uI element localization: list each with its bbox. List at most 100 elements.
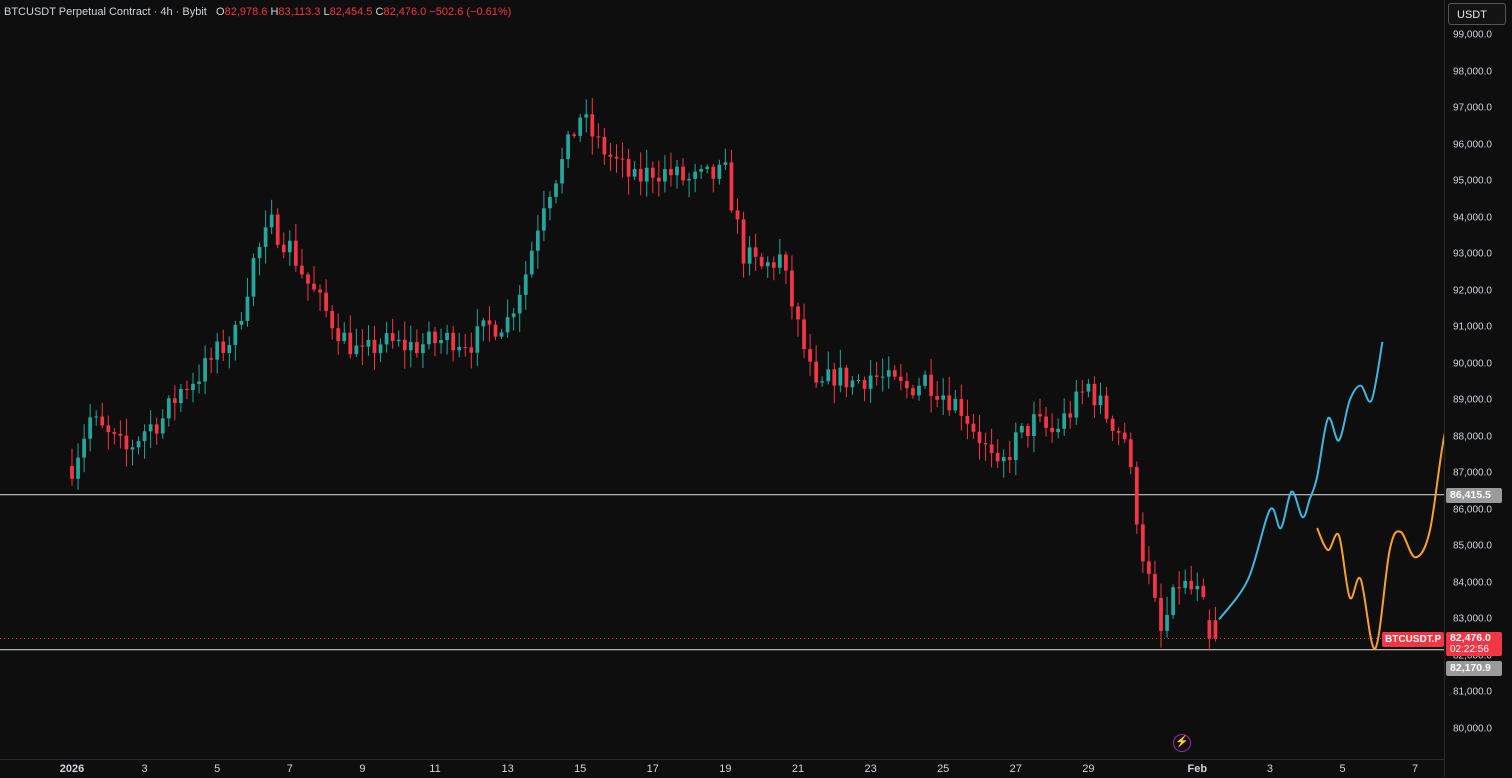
price-tick-label: 91,000.0 [1453, 321, 1492, 333]
bullish-candle [1074, 391, 1079, 418]
time-axis[interactable]: 2026 3 5 7 9 11 13 15 17 19 21 23 25 27 29 Feb 3 5 7 [0, 759, 1444, 778]
bearish-candle [590, 114, 595, 137]
bearish-candle [330, 310, 335, 329]
price-tick-label: 96,000.0 [1453, 139, 1492, 151]
bearish-candle [1213, 620, 1218, 639]
bearish-candle [360, 345, 365, 347]
bullish-candle [1195, 585, 1200, 590]
legend-exchange: Bybit [182, 6, 207, 18]
bearish-candle [898, 376, 903, 382]
bearish-candle [1153, 573, 1157, 598]
bearish-candle [324, 292, 328, 311]
bearish-candle [1104, 395, 1109, 419]
bullish-candle [663, 169, 667, 182]
legend-high-label: H [270, 6, 279, 18]
bearish-candle [1007, 456, 1012, 461]
bullish-candle [227, 344, 232, 354]
legend-close: 82,476.0 [383, 6, 427, 18]
bullish-candle [1001, 456, 1006, 462]
bearish-candle [989, 444, 994, 453]
bearish-candle [1110, 418, 1115, 432]
last-price-value: 82,476.0 [1450, 632, 1491, 644]
bearish-candle [602, 136, 607, 155]
upper-level-price-tag: 86,415.5 [1446, 488, 1502, 503]
bullish-candle [136, 441, 141, 448]
bullish-candle [481, 320, 486, 327]
bullish-candle [233, 324, 238, 345]
bearish-candle [596, 136, 601, 138]
blue-projection-path [1218, 341, 1384, 621]
bullish-candle [699, 169, 704, 172]
bearish-candle [185, 388, 189, 390]
price-tick-label: 99,000.0 [1453, 29, 1492, 41]
bullish-candle [191, 383, 195, 390]
bearish-candle [100, 416, 105, 426]
price-tick-label: 81,000.0 [1453, 686, 1492, 698]
time-tick-label: 9 [359, 763, 366, 775]
price-tick-label: 94,000.0 [1453, 212, 1492, 224]
bullish-candle [1086, 383, 1091, 392]
currency-button[interactable]: USDT [1448, 3, 1506, 25]
last-price-tag: 82,476.0 02:22:56 [1446, 632, 1502, 656]
bearish-candle [348, 332, 353, 355]
price-tick-label: 85,000.0 [1453, 540, 1492, 552]
bearish-candle [759, 256, 764, 267]
bullish-candle [554, 183, 558, 197]
time-tick-label: 19 [719, 763, 732, 775]
legend-interval[interactable]: 4h [160, 6, 173, 18]
time-tick-label: 21 [791, 763, 805, 775]
bearish-candle [1050, 427, 1054, 433]
lightning-icon[interactable]: ⚡ [1173, 734, 1191, 752]
last-price-symbol-tag: BTCUSDT.P [1382, 632, 1445, 647]
price-tick-label: 80,000.0 [1453, 723, 1492, 735]
bearish-candle [221, 341, 226, 354]
time-tick-label: 15 [574, 763, 587, 775]
price-tick-label: 88,000.0 [1453, 431, 1492, 443]
bearish-candle [300, 265, 304, 275]
bearish-candle [959, 399, 964, 416]
candlestick-chart[interactable] [0, 0, 1444, 759]
price-tick-label: 97,000.0 [1453, 102, 1492, 114]
bullish-candle [263, 227, 268, 247]
bearish-candle [70, 466, 74, 479]
bearish-candle [414, 342, 419, 354]
bullish-candle [542, 208, 546, 231]
time-tick-label: Feb [1187, 763, 1208, 775]
chart-pane[interactable] [0, 0, 1444, 759]
bearish-candle [620, 158, 625, 160]
bearish-candle [1080, 391, 1085, 393]
bullish-candle [584, 114, 589, 118]
legend-low-label: L [323, 6, 330, 18]
bullish-candle [142, 431, 147, 442]
bearish-candle [905, 381, 909, 389]
bearish-candle [1140, 524, 1145, 562]
bearish-candle [493, 324, 498, 337]
bearish-candle [814, 361, 819, 383]
bearish-candle [312, 283, 316, 290]
price-tick-label: 92,000.0 [1453, 285, 1492, 297]
bearish-candle [771, 262, 776, 268]
time-tick-label: 25 [937, 763, 950, 775]
bullish-candle [384, 333, 389, 345]
bearish-candle [638, 168, 643, 182]
price-tick-label: 89,000.0 [1453, 394, 1492, 406]
legend-low: 82,454.5 [329, 6, 373, 18]
bearish-candle [614, 156, 619, 159]
bullish-candle [1032, 414, 1036, 437]
bearish-candle [1116, 431, 1121, 433]
bullish-candle [269, 214, 274, 228]
bearish-candle [306, 274, 310, 284]
legend-symbol[interactable]: BTCUSDT Perpetual Contract [4, 6, 151, 18]
bullish-candle [535, 230, 540, 251]
bullish-candle [427, 331, 431, 345]
bearish-candle [808, 349, 812, 362]
bullish-candle [366, 339, 371, 347]
bullish-candle [566, 134, 570, 160]
bearish-candle [608, 154, 613, 157]
bearish-candle [1189, 580, 1194, 590]
bearish-candle [1038, 414, 1042, 417]
bearish-candle [1128, 439, 1133, 468]
bullish-candle [511, 313, 516, 318]
bullish-candle [257, 246, 262, 259]
bearish-candle [1159, 597, 1163, 631]
